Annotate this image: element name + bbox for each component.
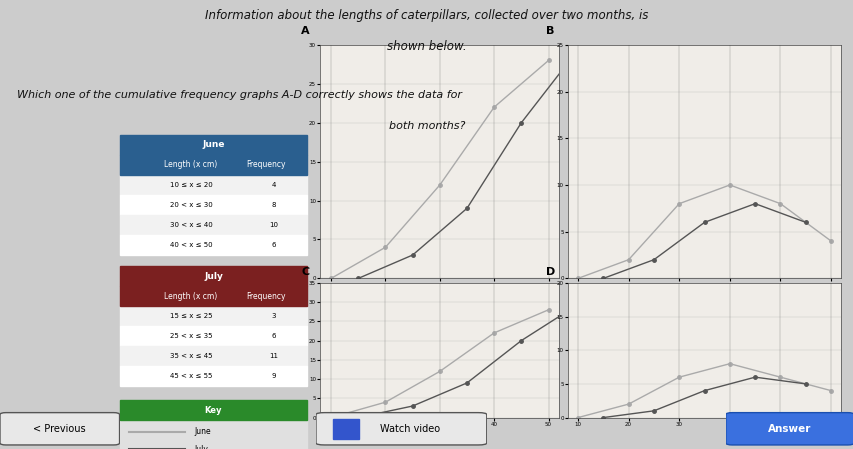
FancyBboxPatch shape [0, 413, 119, 445]
Text: < Previous: < Previous [33, 424, 86, 434]
Text: 30 < x ≤ 40: 30 < x ≤ 40 [170, 222, 212, 228]
Text: Frequency: Frequency [246, 292, 286, 301]
Text: Key: Key [205, 406, 222, 415]
Bar [119, 195, 307, 215]
Bar [119, 286, 307, 306]
Text: 6: 6 [271, 242, 276, 248]
Text: 25 < x ≤ 35: 25 < x ≤ 35 [170, 333, 212, 339]
Bar [119, 346, 307, 366]
Text: D: D [545, 268, 554, 277]
Text: June: June [194, 427, 211, 436]
FancyBboxPatch shape [725, 413, 853, 445]
Text: 4: 4 [271, 182, 276, 188]
Text: 20 < x ≤ 30: 20 < x ≤ 30 [170, 202, 212, 208]
Text: B: B [545, 26, 554, 35]
Text: July: July [194, 445, 208, 449]
Text: both months?: both months? [388, 121, 465, 131]
Text: Watch video: Watch video [380, 424, 439, 434]
Text: Which one of the cumulative frequency graphs A-D correctly shows the data for: Which one of the cumulative frequency gr… [17, 90, 461, 100]
FancyBboxPatch shape [316, 413, 486, 445]
Bar [119, 306, 307, 326]
Text: July: July [204, 272, 223, 281]
Text: Length (x cm): Length (x cm) [164, 160, 218, 169]
Text: June: June [202, 140, 224, 149]
Bar [119, 400, 307, 420]
Bar [119, 155, 307, 175]
Bar [119, 266, 307, 286]
Text: shown below.: shown below. [386, 40, 467, 53]
X-axis label: Length (x cm): Length (x cm) [421, 291, 458, 295]
Text: C: C [301, 268, 309, 277]
Bar [119, 326, 307, 346]
Bar [119, 215, 307, 235]
Text: 3: 3 [271, 313, 276, 319]
Bar [119, 135, 307, 155]
X-axis label: Length (x cm): Length (x cm) [421, 430, 458, 435]
Text: 10: 10 [269, 222, 278, 228]
Text: 11: 11 [269, 353, 278, 359]
Text: 8: 8 [271, 202, 276, 208]
Bar [119, 366, 307, 386]
Text: 45 < x ≤ 55: 45 < x ≤ 55 [170, 373, 212, 379]
Bar [119, 235, 307, 255]
Bar [119, 420, 307, 449]
Bar [119, 175, 307, 195]
Text: 9: 9 [271, 373, 276, 379]
Bar [333, 418, 358, 439]
Text: 15 ≤ x ≤ 25: 15 ≤ x ≤ 25 [170, 313, 212, 319]
Text: 10 ≤ x ≤ 20: 10 ≤ x ≤ 20 [170, 182, 212, 188]
Text: Length (x cm): Length (x cm) [164, 292, 218, 301]
Text: A: A [301, 26, 310, 35]
Text: 6: 6 [271, 333, 276, 339]
Text: 40 < x ≤ 50: 40 < x ≤ 50 [170, 242, 212, 248]
Text: Answer: Answer [768, 424, 810, 434]
Text: Frequency: Frequency [246, 160, 286, 169]
Text: Information about the lengths of caterpillars, collected over two months, is: Information about the lengths of caterpi… [205, 9, 648, 22]
Text: 35 < x ≤ 45: 35 < x ≤ 45 [170, 353, 212, 359]
